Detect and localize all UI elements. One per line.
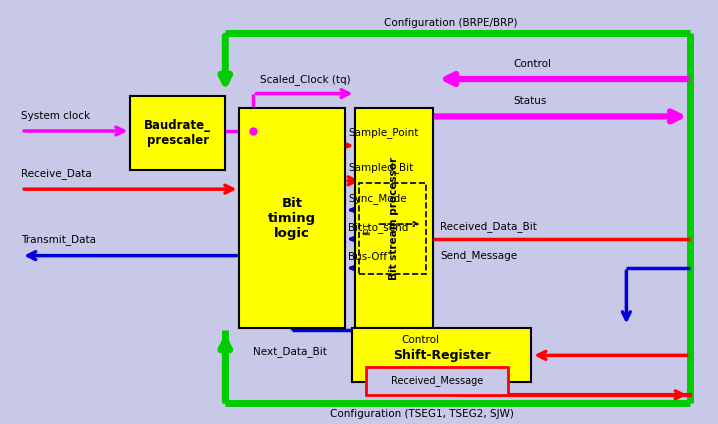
Text: IPT: IPT <box>363 222 372 235</box>
Text: Received_Data_Bit: Received_Data_Bit <box>440 220 537 232</box>
Text: Baudrate_
prescaler: Baudrate_ prescaler <box>144 119 211 147</box>
Text: Bit
timing
logic: Bit timing logic <box>268 197 316 240</box>
FancyBboxPatch shape <box>355 108 433 328</box>
Text: Bus-Off: Bus-Off <box>348 252 388 262</box>
Text: Control: Control <box>401 335 439 345</box>
Text: Status: Status <box>514 96 547 106</box>
Text: Next_Data_Bit: Next_Data_Bit <box>253 346 327 357</box>
Text: Send_Message: Send_Message <box>440 250 517 261</box>
Text: Bit stream processor: Bit stream processor <box>389 157 399 280</box>
Text: Control: Control <box>514 59 552 69</box>
Text: Bit_to_send: Bit_to_send <box>348 222 409 233</box>
Text: Shift-Register: Shift-Register <box>393 349 490 362</box>
Text: Configuration (TSEG1, TSEG2, SJW): Configuration (TSEG1, TSEG2, SJW) <box>330 409 514 418</box>
Text: Sync_Mode: Sync_Mode <box>348 193 407 204</box>
Text: Sampled_Bit: Sampled_Bit <box>348 162 414 173</box>
Text: Configuration (BRPE/BRP): Configuration (BRPE/BRP) <box>383 18 517 28</box>
FancyBboxPatch shape <box>239 108 345 328</box>
FancyBboxPatch shape <box>352 328 531 382</box>
Text: System clock: System clock <box>22 111 90 120</box>
Text: Transmit_Data: Transmit_Data <box>22 234 96 245</box>
FancyBboxPatch shape <box>366 367 508 395</box>
Text: Sample_Point: Sample_Point <box>348 127 419 138</box>
Text: Received_Message: Received_Message <box>391 375 483 386</box>
Text: Scaled_Clock (tq): Scaled_Clock (tq) <box>261 74 351 85</box>
FancyBboxPatch shape <box>131 96 225 170</box>
Text: Receive_Data: Receive_Data <box>22 168 92 179</box>
